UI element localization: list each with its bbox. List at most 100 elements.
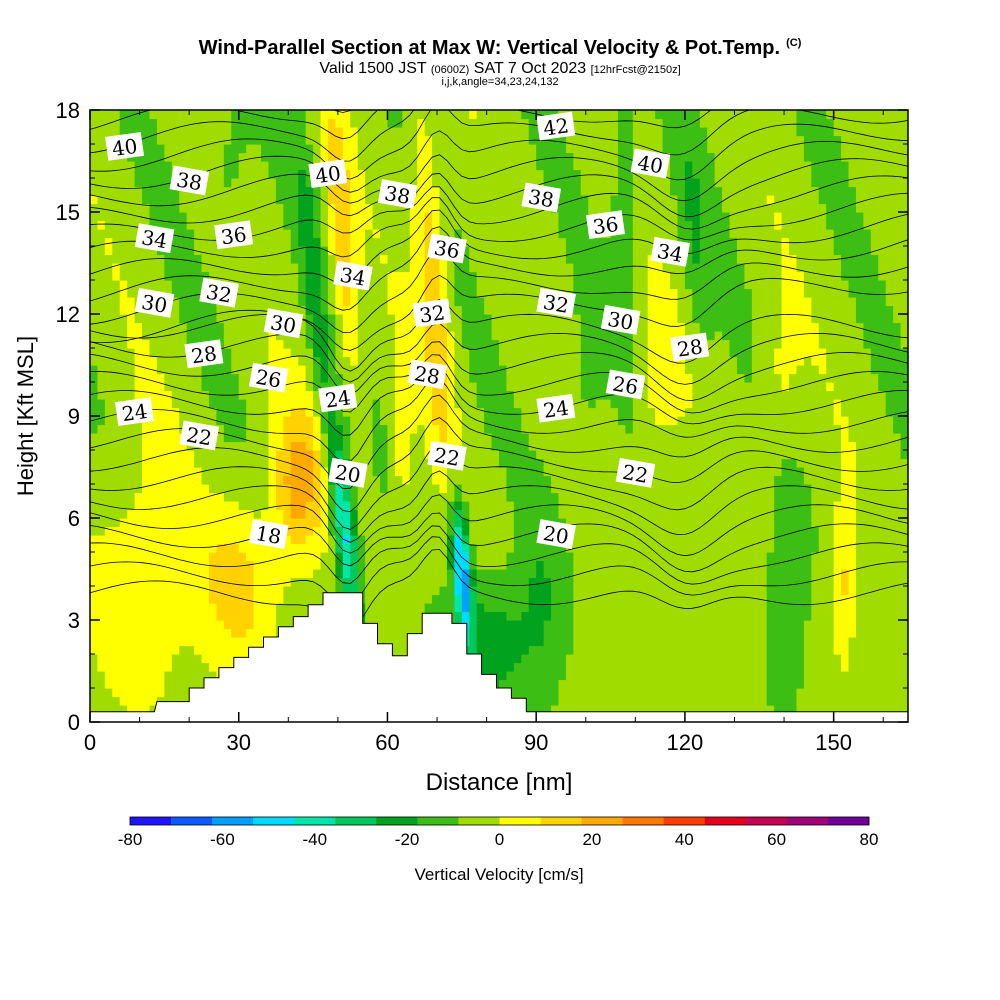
theta-label: 40 [308,159,348,188]
theta-label-text: 32 [204,280,233,308]
theta-label-text: 34 [140,225,169,253]
colorbar-segment [376,817,418,825]
colorbar-segment [335,817,377,825]
theta-label: 30 [263,308,304,338]
y-tick-label: 0 [68,710,80,735]
theta-label: 40 [630,148,671,178]
y-tick-label: 6 [68,506,80,531]
colorbar-tick-label: -60 [210,830,235,849]
theta-label: 34 [650,236,690,267]
theta-label: 30 [134,287,175,318]
theta-label-text: 22 [621,460,650,488]
x-axis: 0 30 60 90 120 150 [84,110,884,755]
x-tick-label: 0 [84,730,96,755]
colorbar-segment [171,817,213,825]
theta-labels: 40 38 34 36 30 32 28 30 26 24 22 18 40 38 34 24 20 36 32 28… [105,111,710,549]
colorbar-label: Vertical Velocity [cm/s] [414,865,583,884]
chart-subtitle: Valid 1500 JST (0600Z) SAT 7 Oct 2023 [1… [0,60,1000,78]
theta-label: 38 [169,165,210,195]
theta-label-text: 28 [676,334,705,361]
theta-label-text: 30 [140,290,169,318]
theta-label-text: 36 [220,222,249,249]
theta-label: 36 [585,210,625,239]
theta-label-text: 28 [190,341,219,368]
theta-label-text: 30 [269,310,298,338]
colorbar-tick-label: -40 [303,830,328,849]
theta-label-text: 22 [184,422,213,450]
theta-label: 32 [412,298,452,328]
section-params: i,j,k,angle=34,23,24,132 [441,76,559,88]
y-axis-label: Height [Kft MSL] [13,336,38,496]
theta-label-text: 24 [324,385,353,412]
theta-contours [90,110,908,635]
x-axis-label: Distance [nm] [426,769,573,796]
theta-label: 24 [318,383,358,413]
theta-label-text: 32 [418,300,447,327]
colorbar-tick-label: 40 [675,830,694,849]
chart-title: Wind-Parallel Section at Max W: Vertical… [198,37,802,59]
colorbar-segment [212,817,254,825]
valid-time: Valid 1500 JST [319,60,427,77]
colorbar-segment [581,817,623,825]
theta-label-text: 36 [432,235,461,263]
theta-label: 38 [521,182,562,212]
theta-label-text: 36 [591,212,620,239]
theta-label: 24 [536,393,576,423]
colorbar: -80 -60 -40 -20 0 20 40 60 80 [118,816,879,849]
theta-label: 18 [248,519,289,549]
copyright-mark: (C) [786,37,802,50]
theta-label: 34 [134,223,175,253]
colorbar-tick-label: -20 [395,830,420,849]
x-tick-label: 150 [815,730,852,755]
colorbar-segment [786,817,829,825]
theta-label-text: 18 [254,521,283,549]
theta-label-text: 32 [541,290,570,318]
theta-label: 36 [214,220,254,249]
theta-label: 20 [536,519,576,549]
colorbar-tick-label: 80 [860,830,879,849]
colorbar-segment [663,817,706,825]
theta-label-text: 22 [432,443,461,471]
colorbar-segment [253,817,295,825]
x-tick-label: 90 [524,730,548,755]
theta-label-text: 24 [542,396,571,423]
theta-label: 28 [407,359,448,389]
theta-label-text: 24 [120,399,149,426]
theta-label: 24 [114,397,154,426]
theta-label: 26 [248,362,289,393]
valid-utc: (0600Z) [430,64,470,76]
theta-label: 36 [427,233,467,263]
theta-label-text: 20 [333,460,362,488]
colorbar-segment [622,817,665,825]
x-tick-label: 120 [667,730,704,755]
colorbar-segment [499,817,541,825]
terrain [89,592,909,723]
theta-label-text: 40 [314,161,343,188]
theta-label: 40 [105,132,145,161]
colorbar-segment [704,817,747,825]
theta-label-text: 40 [110,134,139,161]
forecast-info: [12hrFcst@2150z] [590,64,681,76]
theta-label: 28 [670,332,710,362]
y-tick-label: 9 [68,404,80,429]
colorbar-tick-label: 60 [767,830,786,849]
theta-label: 38 [377,179,418,209]
theta-label: 22 [179,420,220,450]
theta-label: 32 [199,277,239,308]
colorbar-tick-label: 20 [582,830,601,849]
theta-label-text: 20 [541,521,570,549]
y-tick-label: 15 [56,200,80,225]
colorbar-segment [130,817,172,825]
y-tick-label: 12 [56,302,80,327]
theta-label-text: 38 [383,181,412,209]
theta-label-text: 26 [611,371,640,399]
y-tick-label: 3 [68,608,80,633]
theta-label-text: 26 [254,365,283,393]
theta-label: 26 [605,369,646,399]
colorbar-tick-label: -80 [118,830,143,849]
colorbar-segment [417,817,459,825]
colorbar-segment [827,817,870,825]
colorbar-segment [458,817,500,825]
